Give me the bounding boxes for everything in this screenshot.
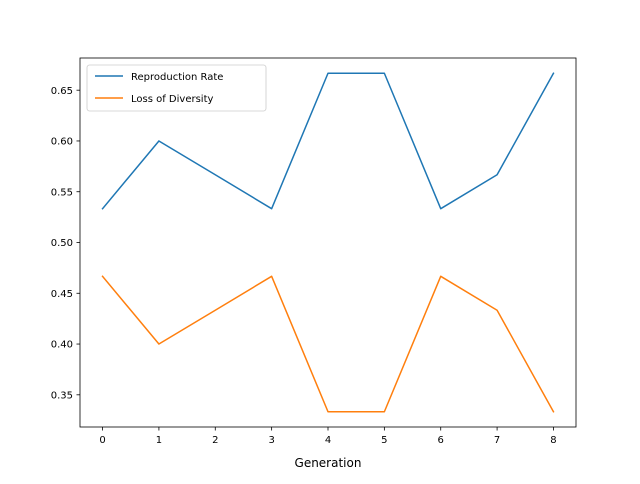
x-tick-label: 1: [156, 435, 162, 446]
x-tick-label: 5: [381, 435, 387, 446]
legend: Reproduction Rate Loss of Diversity: [86, 64, 267, 112]
legend-label-2: Loss of Diversity: [131, 94, 213, 105]
x-tick-label: 7: [494, 435, 500, 446]
series-layer: [101, 72, 555, 413]
x-tick-label: 2: [212, 435, 218, 446]
y-tick-label: 0.35: [51, 390, 73, 401]
y-tick-label: 0.45: [51, 289, 73, 300]
x-axis-label: Generation: [295, 456, 362, 470]
series-line-1: [101, 72, 555, 210]
legend-label-1: Reproduction Rate: [131, 72, 223, 83]
legend-box: [86, 64, 267, 112]
series-line-2: [101, 275, 555, 413]
y-tick-label: 0.60: [51, 137, 73, 148]
y-tick-label: 0.55: [51, 187, 73, 198]
y-tick-label: 0.65: [51, 86, 73, 97]
x-tick-label: 6: [438, 435, 444, 446]
x-tick-label: 4: [325, 435, 331, 446]
x-tick-label: 8: [550, 435, 556, 446]
axes-layer: 0 1 2 3 4 5 6 7 8 0.35 0.40 0.45 0.50 0.55 0.60 0.65: [51, 57, 577, 446]
y-tick-label: 0.50: [51, 238, 73, 249]
x-tick-label: 3: [268, 435, 274, 446]
y-tick-label: 0.40: [51, 340, 73, 351]
x-tick-label: 0: [99, 435, 105, 446]
